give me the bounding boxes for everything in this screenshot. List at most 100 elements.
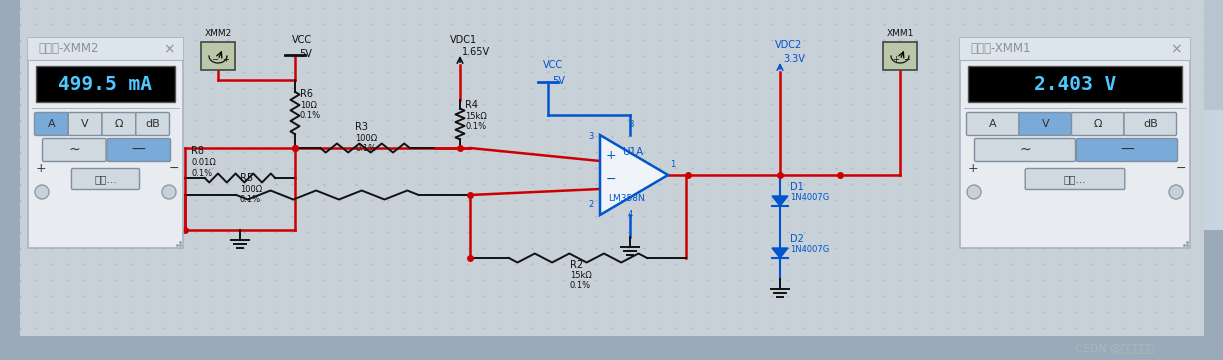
Bar <box>0 0 20 360</box>
Text: R4: R4 <box>465 100 478 110</box>
Text: 10Ω: 10Ω <box>300 101 317 110</box>
FancyBboxPatch shape <box>43 139 106 162</box>
FancyBboxPatch shape <box>975 139 1075 162</box>
FancyBboxPatch shape <box>1124 112 1177 135</box>
Text: 5V: 5V <box>298 49 312 59</box>
Bar <box>1203 0 1223 360</box>
Text: 15kΩ: 15kΩ <box>570 271 592 280</box>
Text: −: − <box>169 162 180 175</box>
Text: 万用表-XMM1: 万用表-XMM1 <box>970 42 1031 55</box>
Text: 设置...: 设置... <box>1064 174 1086 184</box>
Text: −: − <box>607 173 616 186</box>
Text: 4: 4 <box>627 210 634 219</box>
Text: R3: R3 <box>355 122 368 132</box>
Text: VDC1: VDC1 <box>450 35 477 45</box>
Bar <box>0 336 1223 360</box>
Text: XMM1: XMM1 <box>887 29 914 38</box>
FancyBboxPatch shape <box>136 112 170 135</box>
Text: 1.65V: 1.65V <box>462 47 490 57</box>
Text: 0.1%: 0.1% <box>355 144 377 153</box>
Text: 3.3V: 3.3V <box>783 54 805 64</box>
Bar <box>1203 110 1223 230</box>
Bar <box>883 42 917 70</box>
Text: Ω: Ω <box>1093 119 1102 129</box>
Text: 499.5 mA: 499.5 mA <box>59 75 153 94</box>
Text: 0.1%: 0.1% <box>465 122 486 131</box>
Text: 0.1%: 0.1% <box>191 169 212 178</box>
Text: LM358N: LM358N <box>608 194 645 203</box>
Text: R8: R8 <box>191 146 204 156</box>
Text: 0.1%: 0.1% <box>240 195 262 204</box>
FancyBboxPatch shape <box>966 112 1019 135</box>
Text: 3: 3 <box>588 132 593 141</box>
Text: −: − <box>212 55 218 64</box>
Text: +: + <box>35 162 46 175</box>
Bar <box>1203 0 1223 110</box>
Bar <box>201 42 235 70</box>
Text: −: − <box>1177 162 1186 175</box>
Text: 设置...: 设置... <box>94 174 117 184</box>
Text: +: + <box>967 162 978 175</box>
FancyBboxPatch shape <box>1076 139 1178 162</box>
FancyBboxPatch shape <box>1025 168 1125 189</box>
Text: 1: 1 <box>670 160 675 169</box>
Text: —: — <box>132 143 146 157</box>
Polygon shape <box>600 135 668 215</box>
Circle shape <box>161 185 176 199</box>
Text: VCC: VCC <box>543 60 563 70</box>
FancyBboxPatch shape <box>1019 112 1071 135</box>
Text: A: A <box>48 119 55 129</box>
Text: dB: dB <box>146 119 160 129</box>
Text: dB: dB <box>1142 119 1158 129</box>
Text: —: — <box>1120 143 1134 157</box>
FancyBboxPatch shape <box>960 38 1190 248</box>
Text: −: − <box>903 55 910 64</box>
Circle shape <box>35 185 49 199</box>
Text: 0.01Ω: 0.01Ω <box>191 158 215 167</box>
Text: CSDN @无尽的答等: CSDN @无尽的答等 <box>1075 343 1155 353</box>
Text: 8: 8 <box>627 120 634 129</box>
Text: 1N4007G: 1N4007G <box>790 193 829 202</box>
Text: ×: × <box>1170 42 1181 56</box>
Text: V: V <box>81 119 89 129</box>
Text: 万用表-XMM2: 万用表-XMM2 <box>38 42 99 55</box>
Text: 15kΩ: 15kΩ <box>465 112 487 121</box>
Bar <box>35 66 175 102</box>
Text: +: + <box>223 55 229 64</box>
Text: 0.1%: 0.1% <box>570 281 591 290</box>
FancyBboxPatch shape <box>1071 112 1124 135</box>
FancyBboxPatch shape <box>71 168 139 189</box>
Text: V: V <box>1042 119 1049 129</box>
Bar <box>967 66 1181 102</box>
Text: 2.403 V: 2.403 V <box>1033 75 1117 94</box>
Polygon shape <box>772 248 788 258</box>
Text: ~: ~ <box>68 143 79 157</box>
Text: D2: D2 <box>790 234 804 244</box>
Text: 100Ω: 100Ω <box>355 134 377 143</box>
Text: +: + <box>892 55 899 64</box>
Polygon shape <box>772 196 788 206</box>
FancyBboxPatch shape <box>102 112 136 135</box>
Text: 1N4007G: 1N4007G <box>790 245 829 254</box>
Text: VDC2: VDC2 <box>775 40 802 50</box>
Text: 2: 2 <box>588 200 593 209</box>
Text: R6: R6 <box>300 89 313 99</box>
Text: ×: × <box>163 42 175 56</box>
FancyBboxPatch shape <box>106 139 170 162</box>
Text: Ω: Ω <box>115 119 124 129</box>
FancyBboxPatch shape <box>28 38 183 248</box>
Text: U1A: U1A <box>623 147 643 157</box>
Text: 5V: 5V <box>552 76 565 86</box>
Text: +: + <box>607 149 616 162</box>
FancyBboxPatch shape <box>34 112 68 135</box>
Circle shape <box>1169 185 1183 199</box>
Text: A: A <box>989 119 997 129</box>
Bar <box>960 38 1190 60</box>
FancyBboxPatch shape <box>68 112 102 135</box>
Text: R2: R2 <box>570 260 583 270</box>
Text: D1: D1 <box>790 182 804 192</box>
Circle shape <box>967 185 981 199</box>
Text: 100Ω: 100Ω <box>240 185 262 194</box>
Bar <box>28 38 183 60</box>
Text: XMM2: XMM2 <box>204 29 231 38</box>
